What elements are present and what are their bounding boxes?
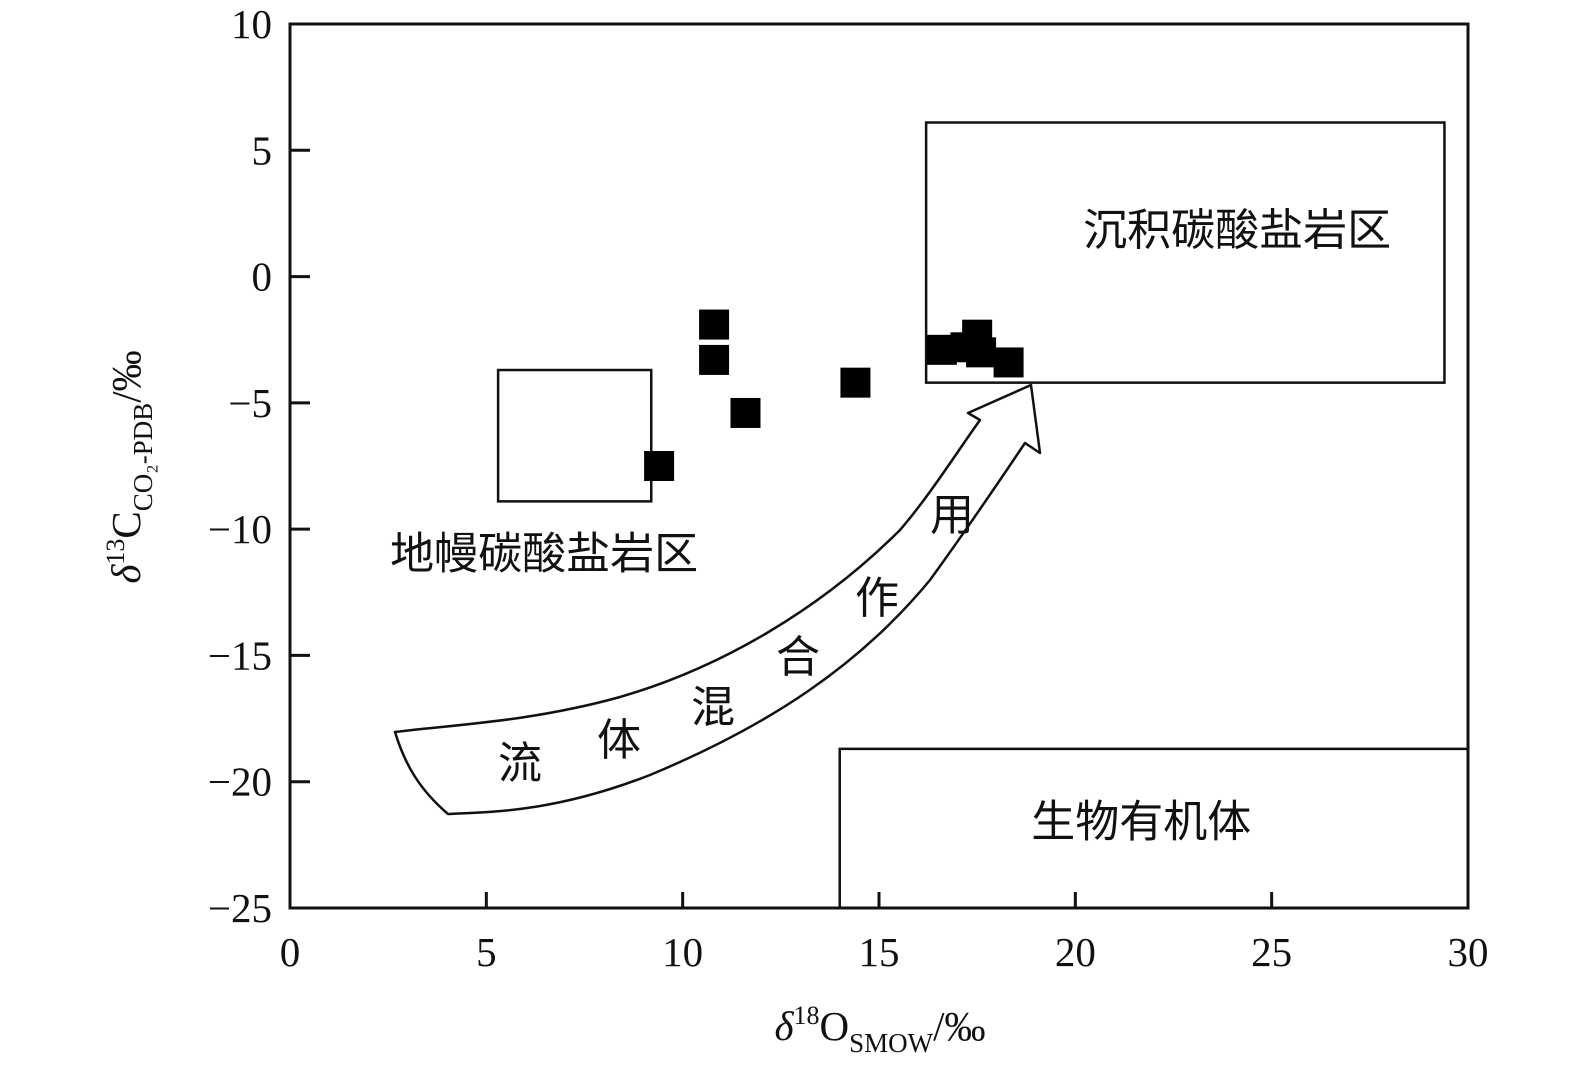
data-point xyxy=(840,367,871,398)
x-axis-label: δ18OSMOW/‰ xyxy=(774,1001,985,1058)
flow-labels: 流 体 混 合 作 用 xyxy=(498,490,974,789)
axes: 0 5 10 15 20 25 30 10 5 0 −5 −10 −15 −20 −25 xyxy=(208,1,1489,975)
data-point xyxy=(993,347,1024,378)
data-point xyxy=(699,344,730,375)
region-box-sedimentary xyxy=(924,121,1446,384)
x-tick-label: 15 xyxy=(859,929,900,975)
region-label-3: 生物有机体 xyxy=(1031,796,1251,847)
flow-char-2: 体 xyxy=(597,715,641,766)
region-label-1: 沉积碳酸盐岩区 xyxy=(1083,205,1391,256)
y-tick-label: 10 xyxy=(231,1,272,47)
x-tick-label: 30 xyxy=(1448,929,1489,975)
flow-char-4: 合 xyxy=(776,632,820,683)
data-point xyxy=(730,397,761,428)
region-box-organic xyxy=(838,747,1468,908)
flow-char-1: 流 xyxy=(498,738,542,789)
data-points xyxy=(644,309,1024,481)
y-tick-label: 5 xyxy=(252,127,273,173)
y-tick-label: −25 xyxy=(208,885,272,931)
y-tick-label: −15 xyxy=(208,632,272,678)
flow-char-3: 混 xyxy=(691,682,735,733)
region-box-mantle xyxy=(496,368,653,503)
x-tick-label: 0 xyxy=(280,929,301,975)
data-point xyxy=(644,451,675,481)
y-tick-label: −10 xyxy=(208,506,272,552)
data-point xyxy=(966,337,997,368)
y-tick-label: 0 xyxy=(252,254,273,300)
y-tick-label: −20 xyxy=(208,759,272,805)
y-tick-label: −5 xyxy=(228,380,272,426)
data-point xyxy=(699,309,730,340)
flow-char-6: 用 xyxy=(930,490,974,541)
region-label-2: 地幔碳酸盐岩区 xyxy=(390,528,698,579)
x-tick-label: 20 xyxy=(1055,929,1096,975)
flow-char-5: 作 xyxy=(855,573,899,624)
fluid-mixing-arrow xyxy=(393,383,1042,816)
x-tick-label: 10 xyxy=(662,929,703,975)
y-axis-label: δ13CCO₂-PDB/‰ xyxy=(101,350,158,583)
x-tick-label: 25 xyxy=(1251,929,1292,975)
x-tick-label: 5 xyxy=(476,929,497,975)
